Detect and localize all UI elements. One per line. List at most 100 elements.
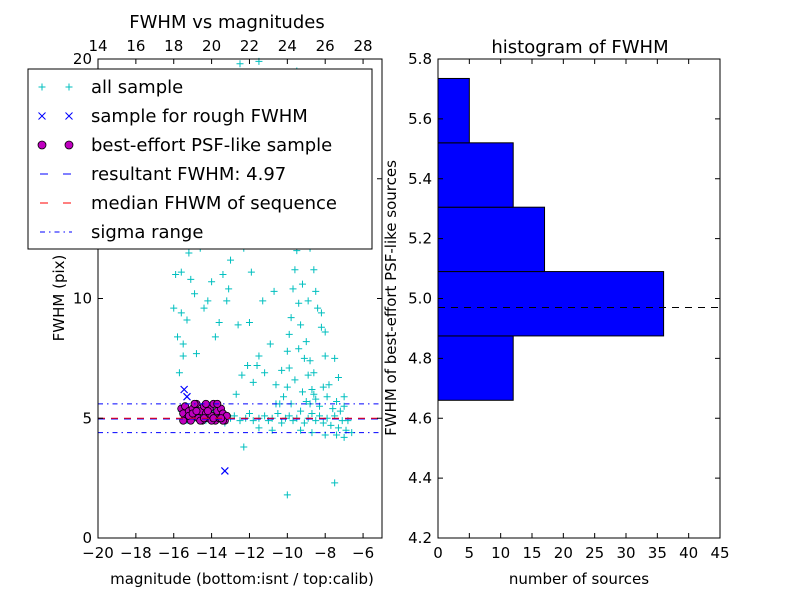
histogram-x-tick-label: 45: [710, 544, 729, 562]
histogram-bar: [437, 206, 546, 273]
scatter-top-tick-label: 24: [278, 37, 297, 55]
scatter-point-all-sample: [298, 280, 306, 288]
scatter-y-tick-label: 5: [82, 409, 92, 427]
scatter-point-all-sample: [249, 417, 257, 425]
scatter-point-all-sample: [312, 417, 320, 425]
scatter-top-tick-label: 14: [88, 37, 107, 55]
scatter-point-all-sample: [274, 409, 282, 417]
scatter-point-all-sample: [177, 309, 185, 317]
scatter-point-all-sample: [259, 297, 267, 305]
legend-entry-median-fhwm-of-sequence-label: median FHWM of sequence: [91, 193, 337, 214]
scatter-point-all-sample: [211, 333, 219, 341]
scatter-point-all-sample: [306, 357, 314, 365]
scatter-point-all-sample: [308, 386, 316, 394]
scatter-x-ticks: −20 −18 −16 −14 −12 −10 −8 −6: [82, 59, 374, 562]
legend-entry-best-effort-psf-like-sample-label: best-effort PSF-like sample: [91, 135, 332, 156]
legend-entry-resultant-fwhm-label: resultant FWHM: 4.97: [91, 164, 286, 185]
scatter-panel: FWHM vs magnitudes −20 −18 −16 −14 −12 −10 −8−…: [27, 12, 383, 588]
scatter-point-all-sample: [179, 340, 187, 348]
scatter-y-tick-label: 10: [73, 290, 92, 308]
scatter-top-tick-label: 16: [126, 37, 145, 55]
scatter-point-all-sample: [312, 287, 320, 295]
histogram-x-tick-label: 35: [648, 544, 667, 562]
scatter-point-all-sample: [249, 378, 257, 386]
scatter-point-all-sample: [270, 287, 278, 295]
scatter-point-all-sample: [204, 297, 212, 305]
scatter-point-all-sample: [287, 314, 295, 322]
scatter-point-all-sample: [236, 60, 244, 68]
scatter-point-all-sample: [236, 417, 244, 425]
scatter-x-tick-label: −14: [196, 544, 228, 562]
scatter-point-all-sample: [325, 381, 333, 389]
scatter-point-all-sample: [280, 393, 288, 401]
scatter-point-all-sample: [329, 405, 337, 413]
scatter-x-tick-label: −10: [272, 544, 304, 562]
histogram-x-label: number of sources: [509, 570, 649, 588]
legend-entry-best-effort-psf-like-sample-marker: [64, 140, 74, 150]
histogram-y-tick-label: 4.4: [408, 469, 432, 487]
scatter-legend: all sample sample for rough FWHM best-effo…: [27, 68, 373, 250]
histogram-bar: [437, 271, 665, 337]
scatter-point-all-sample: [175, 369, 183, 377]
scatter-point-all-sample: [187, 275, 195, 283]
histogram-y-tick-label: 5.8: [408, 50, 432, 68]
scatter-point-all-sample: [172, 271, 180, 279]
legend-entry-sample-for-rough-fwhm-marker: [38, 112, 46, 120]
histogram-x-tick-label: 40: [679, 544, 698, 562]
scatter-point-all-sample: [304, 297, 312, 305]
scatter-title: FWHM vs magnitudes: [129, 12, 324, 33]
histogram-x-tick-label: 25: [585, 544, 604, 562]
scatter-point-all-sample: [333, 397, 341, 405]
scatter-point-all-sample: [300, 419, 308, 427]
scatter-point-all-sample: [333, 431, 341, 439]
scatter-point-all-sample: [302, 397, 310, 405]
scatter-point-all-sample: [185, 249, 193, 257]
scatter-point-all-sample: [314, 304, 322, 312]
scatter-point-all-sample: [308, 429, 316, 437]
scatter-point-all-sample: [253, 362, 261, 370]
scatter-y-tick-label: 0: [82, 529, 92, 547]
scatter-point-all-sample: [340, 433, 348, 441]
histogram-x-tick-label: 15: [522, 544, 541, 562]
legend-entry-all-sample-marker: [65, 83, 73, 91]
scatter-point-all-sample: [283, 347, 291, 355]
scatter-point-all-sample: [255, 424, 263, 432]
scatter-point-all-sample: [334, 374, 342, 382]
histogram-panel: histogram of FWHM 0 5 10 15 20 25 30 35 40 45 4.2…: [382, 37, 730, 588]
histogram-y-tick-label: 4.8: [408, 349, 432, 367]
scatter-x-label: magnitude (bottom:isnt / top:calib): [110, 570, 374, 588]
scatter-point-all-sample: [321, 328, 329, 336]
scatter-point-all-sample: [312, 395, 320, 403]
scatter-point-all-sample: [285, 364, 293, 372]
scatter-point-all-sample: [278, 366, 286, 374]
scatter-point-all-sample: [223, 297, 231, 305]
histogram-y-tick-label: 4.6: [408, 409, 432, 427]
legend-entry-sample-for-rough-fwhm-label: sample for rough FWHM: [91, 106, 308, 127]
scatter-point-all-sample: [319, 419, 327, 427]
scatter-reference-lines: [98, 403, 382, 434]
histogram-x-tick-label: 0: [433, 544, 443, 562]
scatter-point-all-sample: [291, 266, 299, 274]
scatter-point-all-sample: [245, 318, 253, 326]
histogram-y-tick-label: 5.2: [408, 230, 432, 248]
scatter-top-tick-label: 18: [164, 37, 183, 55]
scatter-point-all-sample: [336, 407, 344, 415]
scatter-point-all-sample: [215, 318, 223, 326]
scatter-y-label: FWHM (pix): [50, 255, 68, 342]
scatter-point-all-sample: [308, 409, 316, 417]
scatter-point-all-sample: [191, 290, 199, 298]
legend-entry-all-sample-label: all sample: [91, 77, 183, 98]
histogram-bars: [437, 77, 665, 401]
scatter-point-all-sample: [183, 316, 191, 324]
scatter-point-all-sample: [283, 491, 291, 499]
scatter-point-all-sample: [291, 376, 299, 384]
scatter-point-all-sample: [298, 388, 306, 396]
scatter-point-rough-sample: [180, 385, 189, 394]
scatter-point-all-sample: [283, 383, 291, 391]
legend-box: [27, 68, 373, 250]
scatter-top-ticks: 14 16 18 20 22 24 26 28: [88, 37, 372, 55]
scatter-point-all-sample: [297, 407, 305, 415]
scatter-point-all-sample: [319, 383, 327, 391]
scatter-point-all-sample: [192, 350, 200, 358]
